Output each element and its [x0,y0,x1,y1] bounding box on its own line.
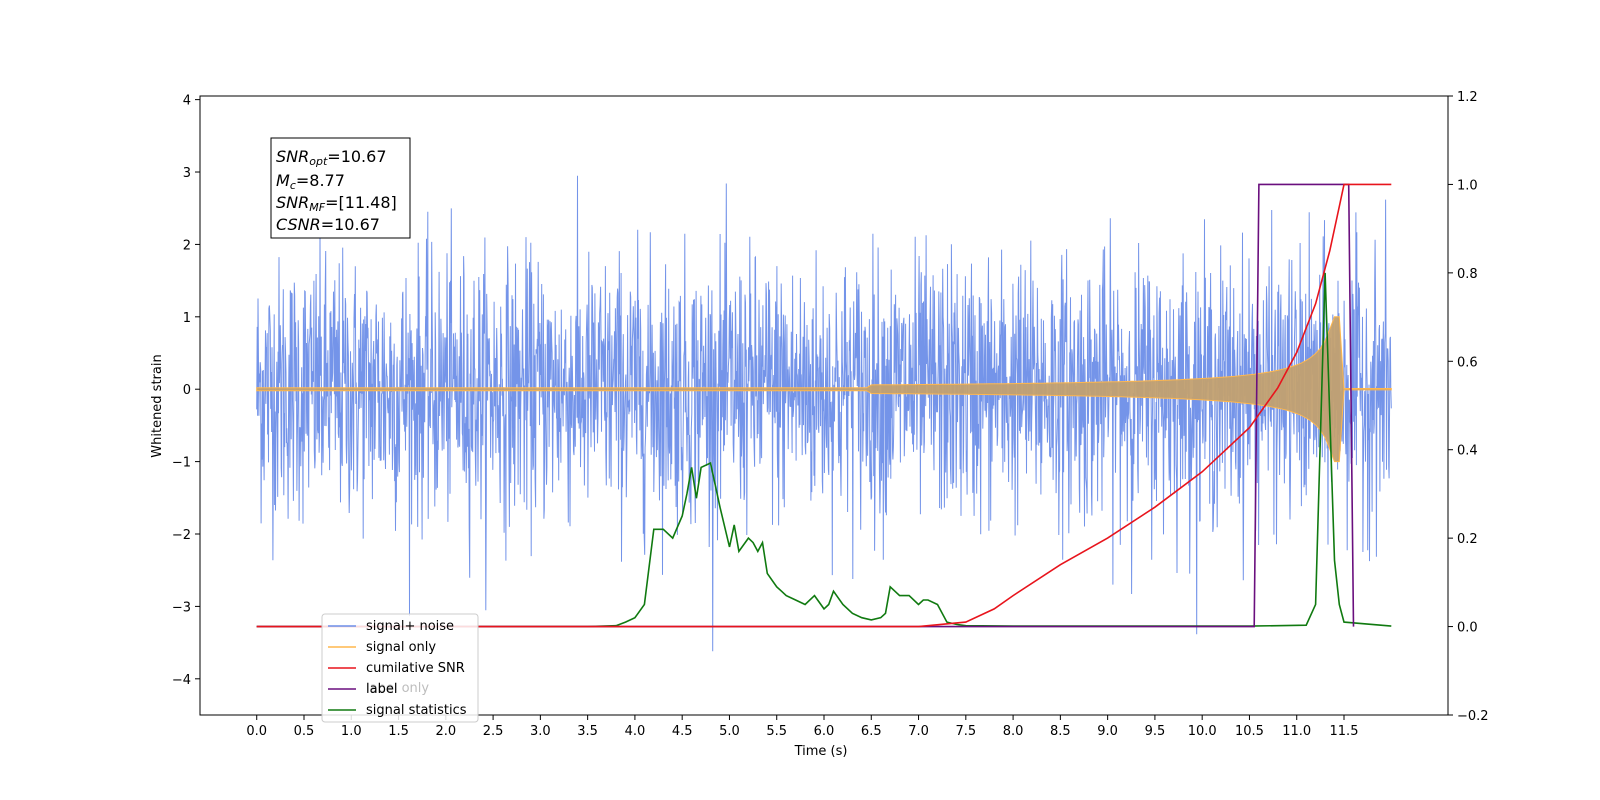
x-tick-label: 5.5 [766,724,787,739]
x-tick-label: 7.0 [908,724,929,739]
y-tick-label: −3 [172,600,191,615]
x-tick-label: 10.0 [1188,724,1217,739]
y2-tick-label: 0.8 [1457,267,1478,282]
legend-item-signal-only: signal only [328,640,436,655]
right-axis-series-layer [256,183,1392,628]
y-axis-right: 1.2 1.0 0.8 0.6 0.4 0.2 0.0 −0.2 [1448,90,1489,724]
x-tick-label: 1.0 [341,724,362,739]
x-tick-label: 6.5 [861,724,882,739]
x-tick-label: 11.0 [1282,724,1311,739]
series-signal-noise [256,175,1392,652]
x-tick-label: 4.0 [625,724,646,739]
x-axis: 0.0 0.5 1.0 1.5 2.0 2.5 3.0 3.5 4.0 4.5 5.0 5.5 6.0 6… [246,715,1358,739]
x-tick-label: 2.5 [483,724,504,739]
y-tick-label: 1 [183,311,191,326]
y-tick-label: 0 [183,383,191,398]
y2-tick-label: −0.2 [1457,709,1489,724]
annotation-mc: Mc=8.77 [276,171,345,192]
y-tick-label: −2 [172,528,191,543]
y2-tick-label: 1.2 [1457,90,1478,105]
y-axis-label: Whitened strain [150,354,165,457]
legend: signal+ noise signal only cumilative SNR… [321,613,479,723]
x-tick-label: 8.5 [1050,724,1071,739]
x-tick-label: 5.0 [719,724,740,739]
series-cumilative-snr [256,183,1392,628]
legend-item-cumulative-snr: cumilative SNR [328,661,465,676]
x-tick-label: 0.5 [294,724,315,739]
y2-tick-label: 0.6 [1457,355,1478,370]
x-tick-label: 9.0 [1097,724,1118,739]
series-signal-statistics [256,272,1392,628]
y2-tick-label: 0.4 [1457,444,1478,459]
series-signal-only [256,316,1392,463]
x-tick-label: 10.5 [1235,724,1264,739]
y-tick-label: −4 [172,673,191,688]
legend-item-label-only: label only [366,681,429,696]
x-tick-label: 1.5 [388,724,409,739]
y-axis-left: 4 3 2 1 0 −1 −2 −3 −4 [172,94,200,688]
y-tick-label: 3 [183,166,191,181]
svg-text:cumilative SNR: cumilative SNR [366,661,465,676]
x-tick-label: 0.0 [246,724,267,739]
svg-text:label: label [366,682,397,697]
x-tick-label: 3.5 [577,724,598,739]
y-tick-label: 4 [183,94,191,109]
x-tick-label: 11.5 [1330,724,1359,739]
annotation-snr-mf: SNRMF=[11.48] [276,193,397,214]
annotation-snr-opt: SNRopt=10.67 [276,147,387,168]
svg-text:signal statistics: signal statistics [366,703,467,718]
x-tick-label: 6.0 [814,724,835,739]
x-axis-label: Time (s) [794,744,848,759]
annotation-box: SNRopt=10.67 Mc=8.77 SNRMF=[11.48] CSNR=… [270,137,411,239]
y2-tick-label: 0.0 [1457,621,1478,636]
y2-tick-label: 0.2 [1457,532,1478,547]
annotation-csnr: CSNR=10.67 [276,215,380,234]
x-tick-label: 7.5 [955,724,976,739]
svg-text:signal only: signal only [366,640,436,655]
x-tick-label: 3.0 [530,724,551,739]
legend-item-label: label [328,682,397,697]
legend-item-signal-noise: signal+ noise [328,619,454,634]
x-tick-label: 9.5 [1145,724,1166,739]
svg-text:label only: label only [366,681,429,696]
x-tick-label: 8.0 [1003,724,1024,739]
x-tick-label: 2.0 [435,724,456,739]
y-tick-label: −1 [172,456,191,471]
x-tick-label: 4.5 [672,724,693,739]
svg-text:signal+ noise: signal+ noise [366,619,454,634]
legend-item-signal-statistics: signal statistics [328,703,467,718]
y2-tick-label: 1.0 [1457,178,1478,193]
noise-layer [256,175,1392,652]
signal-layer [256,316,1392,463]
y-tick-label: 2 [183,238,191,253]
